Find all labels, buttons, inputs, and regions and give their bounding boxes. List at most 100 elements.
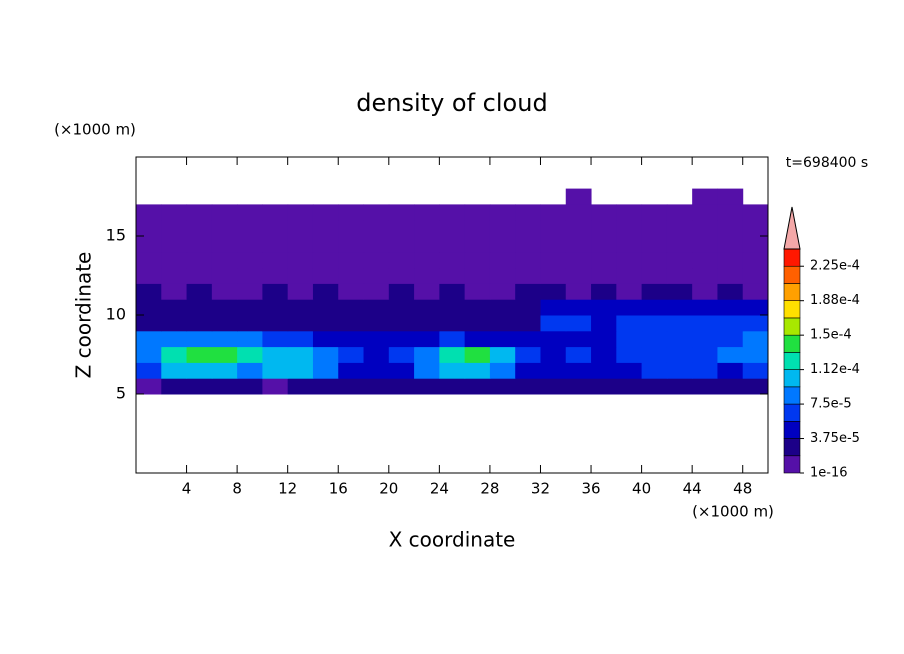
- contour-cell: [262, 220, 289, 237]
- contour-cell: [338, 330, 365, 348]
- contour-cell: [338, 251, 365, 269]
- contour-cell: [641, 283, 668, 300]
- contour-cell: [540, 204, 567, 221]
- contour-cell: [237, 220, 263, 237]
- contour-cell: [237, 267, 263, 284]
- contour-cell: [464, 251, 491, 269]
- contour-cell: [161, 267, 188, 284]
- contour-cell: [565, 283, 592, 300]
- contour-cell: [717, 315, 744, 332]
- contour-cell: [666, 362, 693, 379]
- contour-cell: [464, 267, 491, 284]
- contour-cell: [464, 362, 491, 379]
- contour-cell: [363, 267, 390, 284]
- x-tick-label: 4: [182, 480, 192, 498]
- contour-cell: [515, 267, 541, 284]
- contour-cell: [186, 299, 213, 316]
- contour-cell: [717, 378, 744, 395]
- colorbar-band: [783, 369, 801, 388]
- contour-cell: [161, 346, 188, 363]
- contour-cell: [388, 236, 415, 253]
- contour-cell: [565, 330, 592, 348]
- contour-cell: [742, 283, 769, 300]
- contour-cell: [616, 236, 643, 253]
- contour-cell: [540, 346, 567, 363]
- contour-cell: [136, 362, 162, 379]
- contour-cell: [338, 267, 365, 284]
- contour-cell: [312, 283, 339, 300]
- contour-cell: [363, 362, 390, 379]
- contour-cell: [414, 220, 440, 237]
- x-tick-label: 16: [329, 480, 348, 498]
- contour-cell: [363, 330, 390, 348]
- contour-cell: [692, 220, 718, 237]
- contour-cell: [161, 204, 188, 221]
- contour-cell: [692, 378, 718, 395]
- contour-cell: [616, 267, 643, 284]
- contour-cell: [388, 220, 415, 237]
- contour-cell: [489, 204, 516, 221]
- contour-cell: [439, 315, 466, 332]
- contour-cell: [363, 378, 390, 395]
- contour-field: [136, 188, 769, 395]
- contour-cell: [717, 330, 744, 348]
- contour-cell: [692, 204, 718, 221]
- colorbar-tick-label: 1.5e-4: [810, 328, 852, 343]
- x-tick-label: 32: [531, 480, 550, 498]
- contour-cell: [388, 330, 415, 348]
- contour-cell: [666, 267, 693, 284]
- contour-cell: [641, 236, 668, 253]
- contour-cell: [211, 251, 238, 269]
- contour-cell: [363, 299, 390, 316]
- contour-cell: [414, 330, 440, 348]
- contour-cell: [515, 283, 541, 300]
- contour-cell: [287, 362, 314, 379]
- contour-cell: [591, 330, 617, 348]
- contour-cell: [312, 251, 339, 269]
- contour-cell: [287, 220, 314, 237]
- contour-cell: [540, 220, 567, 237]
- contour-cell: [565, 378, 592, 395]
- contour-cell: [591, 236, 617, 253]
- contour-cell: [312, 362, 339, 379]
- contour-cell: [565, 267, 592, 284]
- contour-cell: [161, 330, 188, 348]
- contour-cell: [641, 251, 668, 269]
- contour-cell: [136, 299, 162, 316]
- contour-cell: [742, 346, 769, 363]
- contour-cell: [666, 220, 693, 237]
- contour-cell: [742, 315, 769, 332]
- contour-cell: [211, 346, 238, 363]
- contour-cell: [439, 330, 466, 348]
- contour-cell: [692, 236, 718, 253]
- contour-cell: [692, 299, 718, 316]
- contour-cell: [414, 378, 440, 395]
- colorbar-tick-label: 1e-16: [810, 466, 848, 481]
- contour-cell: [262, 330, 289, 348]
- contour-cell: [287, 346, 314, 363]
- contour-cell: [515, 299, 541, 316]
- x-tick-label: 28: [480, 480, 499, 498]
- colorbar-band: [783, 248, 801, 267]
- contour-cell: [464, 315, 491, 332]
- contour-cell: [489, 362, 516, 379]
- contour-cell: [287, 267, 314, 284]
- contour-cell: [565, 362, 592, 379]
- contour-cell: [666, 251, 693, 269]
- contour-cell: [237, 362, 263, 379]
- contour-cell: [338, 378, 365, 395]
- contour-cell: [489, 236, 516, 253]
- contour-cell: [439, 204, 466, 221]
- contour-cell: [742, 236, 769, 253]
- contour-cell: [237, 378, 263, 395]
- contour-cell: [717, 267, 744, 284]
- contour-cell: [136, 283, 162, 300]
- contour-cell: [515, 346, 541, 363]
- contour-cell: [616, 330, 643, 348]
- contour-cell: [692, 362, 718, 379]
- contour-cell: [515, 362, 541, 379]
- contour-cell: [414, 315, 440, 332]
- contour-cell: [161, 283, 188, 300]
- contour-cell: [211, 267, 238, 284]
